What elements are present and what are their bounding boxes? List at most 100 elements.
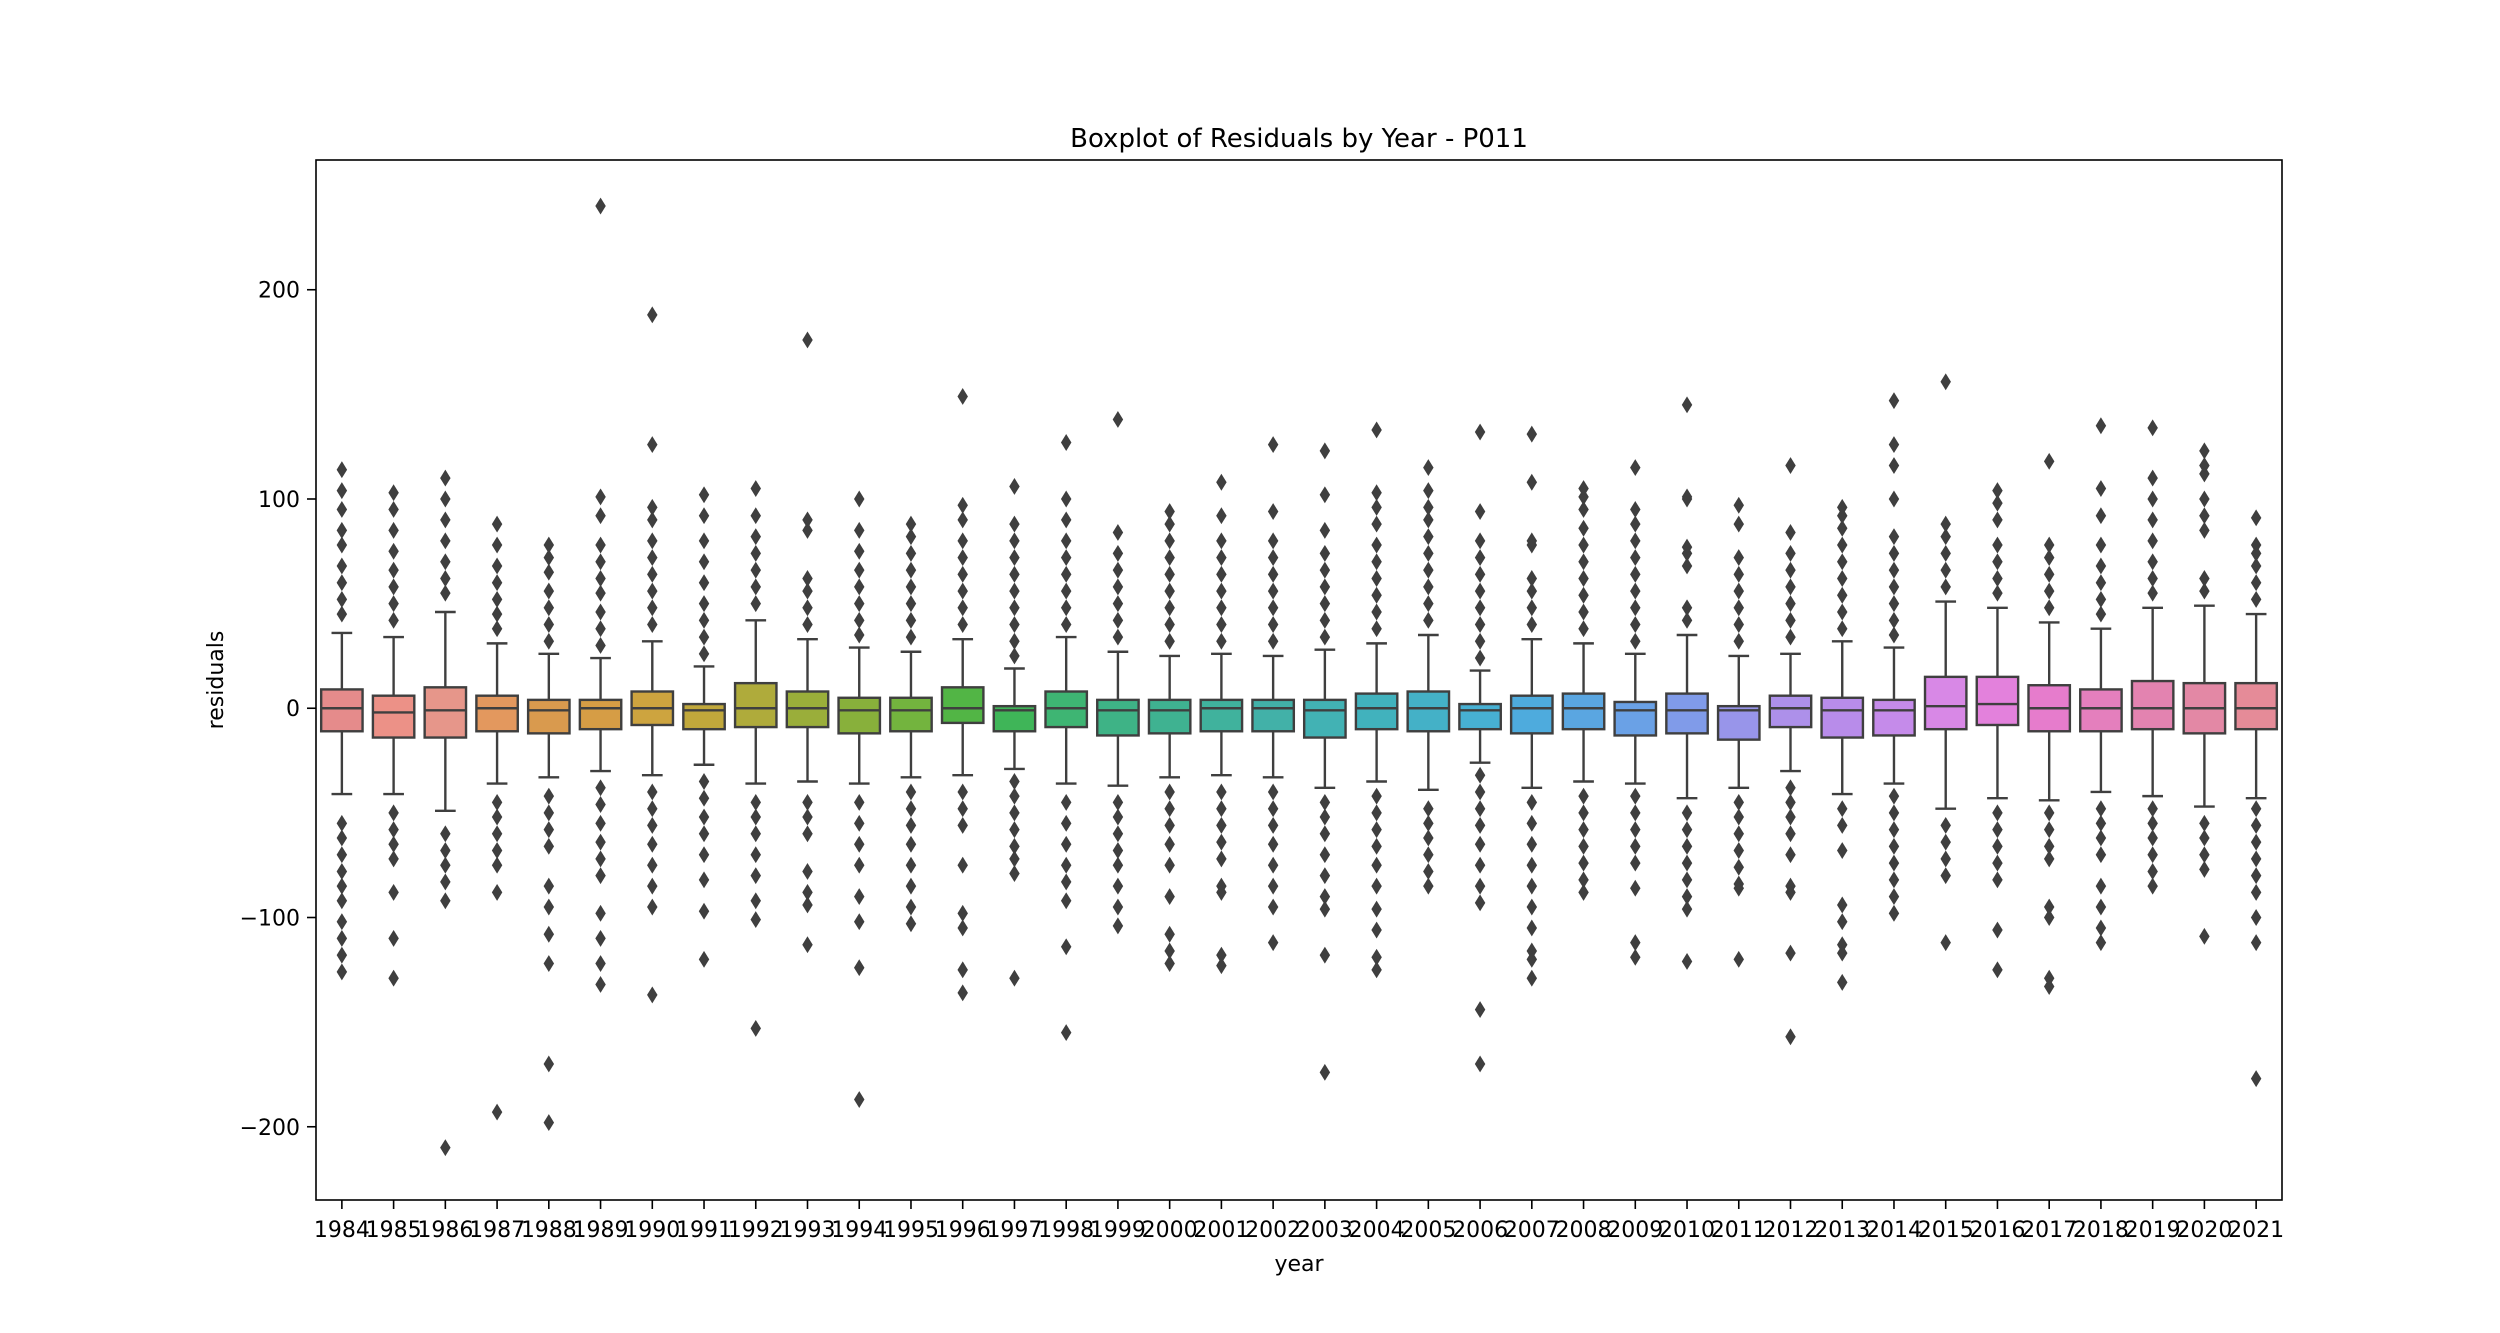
flier-point <box>1319 1063 1331 1081</box>
flier-point <box>543 898 555 916</box>
flier-point <box>750 480 762 497</box>
flier-point <box>1630 879 1641 897</box>
flier-point <box>595 553 606 571</box>
flier-point <box>957 919 968 937</box>
flier-point <box>647 599 658 617</box>
flier-point <box>595 536 606 554</box>
flier-point <box>1267 532 1279 550</box>
box-group-2004 <box>1354 421 1399 979</box>
flier-point <box>1785 457 1796 474</box>
flier-point <box>1630 532 1641 550</box>
x-tick-label: 2005 <box>1400 1218 1456 1243</box>
flier-point <box>1267 616 1279 633</box>
flier-point <box>647 498 658 516</box>
flier-point <box>595 779 606 797</box>
flier-point <box>1992 536 2003 554</box>
flier-point <box>2095 417 2107 435</box>
flier-point <box>853 888 865 906</box>
flier-point <box>2250 934 2262 952</box>
flier-point <box>491 620 503 638</box>
flier-point <box>802 896 813 914</box>
flier-point <box>1371 961 1382 979</box>
flier-point <box>1836 570 1848 587</box>
flier-point <box>595 833 606 851</box>
flier-point <box>647 856 658 874</box>
x-tick-label: 2021 <box>2228 1218 2284 1243</box>
flier-point <box>1474 1055 1486 1073</box>
x-tick-label: 2004 <box>1349 1218 1405 1243</box>
flier-point <box>1888 804 1900 822</box>
flier-point <box>2043 452 2055 470</box>
box-2003 <box>1302 698 1347 739</box>
flier-point <box>491 574 503 592</box>
flier-point <box>1888 544 1900 562</box>
flier-point <box>1319 825 1331 843</box>
flier-point <box>647 549 658 567</box>
flier-point <box>957 816 968 834</box>
y-tick-label: 200 <box>258 279 300 304</box>
flier-point <box>1060 511 1072 529</box>
flier-point <box>1009 787 1020 805</box>
flier-point <box>2147 532 2158 550</box>
flier-point <box>1578 804 1589 822</box>
flier-point <box>802 616 813 633</box>
flier-point <box>1526 599 1538 617</box>
flier-point <box>1630 837 1641 855</box>
flier-point <box>543 599 555 617</box>
flier-point <box>1267 835 1279 853</box>
flier-point <box>1060 892 1072 910</box>
flier-point <box>698 902 710 920</box>
x-tick-label: 1995 <box>883 1218 939 1243</box>
flier-point <box>1785 628 1796 646</box>
flier-point <box>2095 898 2107 916</box>
flier-point <box>1112 842 1124 859</box>
box-1986 <box>423 686 468 739</box>
flier-point <box>1112 561 1124 579</box>
flier-point <box>1785 611 1796 629</box>
x-tick-label: 2017 <box>2021 1218 2077 1243</box>
flier-point <box>1371 586 1382 604</box>
flier-point <box>1371 804 1382 822</box>
box-group-1999 <box>1096 411 1140 935</box>
flier-point <box>440 856 451 874</box>
flier-point <box>1578 536 1589 554</box>
flier-point <box>1733 825 1745 843</box>
flier-point <box>802 825 813 843</box>
flier-point <box>1060 616 1072 633</box>
flier-point <box>1992 821 2003 839</box>
flier-point <box>698 595 710 613</box>
flier-point <box>698 645 710 663</box>
box-2004 <box>1354 692 1399 731</box>
flier-point <box>905 877 917 895</box>
flier-point <box>1630 787 1641 805</box>
flier-point <box>1112 628 1124 646</box>
flier-point <box>1630 948 1641 966</box>
flier-point <box>698 574 710 592</box>
flier-point <box>1371 921 1382 939</box>
flier-point <box>750 595 762 613</box>
flier-point <box>388 561 399 579</box>
flier-point <box>1164 616 1175 633</box>
flier-point <box>1888 871 1900 889</box>
flier-point <box>1112 411 1124 428</box>
flier-point <box>957 783 968 801</box>
box-group-1989 <box>578 197 623 993</box>
flier-point <box>1371 421 1382 439</box>
flier-point <box>1009 599 1020 617</box>
box-1991 <box>682 702 726 731</box>
flier-point <box>1164 783 1175 801</box>
flier-point <box>1940 833 1951 851</box>
box-group-2018 <box>2079 417 2123 952</box>
flier-point <box>750 892 762 910</box>
flier-point <box>1371 553 1382 571</box>
flier-point <box>2043 978 2055 996</box>
flier-point <box>1060 532 1072 550</box>
box-group-2007 <box>1509 425 1554 987</box>
flier-point <box>1319 561 1331 579</box>
flier-point <box>1785 524 1796 541</box>
flier-point <box>1785 595 1796 613</box>
flier-point <box>2199 814 2210 832</box>
flier-point <box>1216 632 1227 650</box>
flier-point <box>1423 595 1434 613</box>
box-group-2005 <box>1406 459 1451 895</box>
